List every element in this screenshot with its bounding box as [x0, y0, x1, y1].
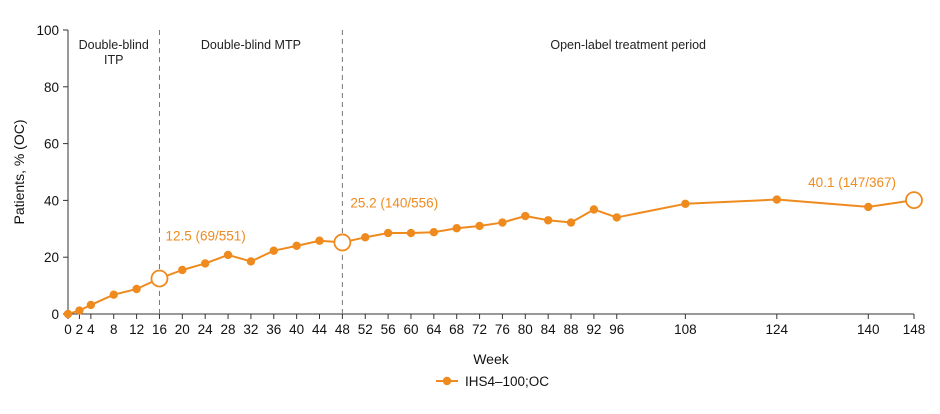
- data-point: [566, 218, 576, 227]
- highlight-point: [150, 269, 169, 288]
- y-tick-label: 20: [44, 250, 59, 265]
- data-point: [86, 300, 96, 310]
- x-tick-label: 108: [674, 322, 697, 337]
- data-point: [498, 218, 507, 227]
- y-tick-label: 100: [36, 23, 59, 38]
- x-tick-label: 40: [289, 322, 304, 337]
- data-point: [543, 216, 553, 225]
- x-tick-label: 72: [472, 322, 487, 337]
- x-tick-label: 96: [609, 322, 624, 337]
- data-label: 40.1 (147/367): [808, 175, 896, 190]
- x-tick-label: 52: [358, 322, 373, 337]
- x-tick-label: 76: [495, 322, 510, 337]
- data-point: [383, 228, 393, 238]
- x-tick-label: 88: [564, 322, 579, 337]
- data-point: [361, 233, 370, 242]
- x-tick-label: 80: [518, 322, 533, 337]
- legend-marker: [442, 376, 452, 386]
- y-axis-title: Patients, % (OC): [11, 119, 27, 224]
- data-point: [864, 202, 873, 212]
- x-tick-label: 16: [152, 322, 167, 337]
- period-label: Double-blind MTP: [201, 38, 301, 52]
- period-label: Open-label treatment period: [550, 38, 706, 52]
- data-point: [200, 259, 210, 268]
- series-line: [67, 198, 915, 315]
- x-tick-label: 64: [426, 322, 442, 337]
- highlight-point: [905, 191, 923, 210]
- data-annotations: 12.5 (69/551) 25.2 (140/556) 40.1 (147/367…: [165, 175, 896, 243]
- data-point: [681, 199, 690, 209]
- x-axis-title: Week: [473, 351, 510, 367]
- data-point: [109, 290, 118, 299]
- data-point: [406, 228, 416, 238]
- x-tick-label: 92: [586, 322, 601, 337]
- data-point: [612, 213, 621, 222]
- highlight-point: [333, 233, 352, 252]
- x-tick-label: 36: [266, 322, 281, 337]
- data-point: [452, 224, 461, 233]
- data-point: [475, 221, 484, 231]
- data-point: [63, 309, 73, 319]
- x-tick-label: 28: [221, 322, 236, 337]
- x-tick-label: 56: [381, 322, 396, 337]
- x-tick-label: 148: [903, 322, 926, 337]
- y-tick-label: 80: [44, 80, 59, 95]
- data-point: [589, 205, 599, 214]
- data-point: [292, 241, 301, 251]
- x-tick-label: 68: [449, 322, 464, 337]
- y-tick-label: 0: [51, 307, 59, 322]
- x-tick-label: 140: [857, 322, 880, 337]
- legend: IHS4–100;OC: [436, 374, 549, 389]
- x-tick-label: 48: [335, 322, 350, 337]
- data-point: [246, 257, 256, 266]
- x-tick-label: 32: [243, 322, 258, 337]
- x-tick-label: 12: [129, 322, 144, 337]
- data-point: [315, 236, 324, 245]
- data-point: [772, 195, 782, 204]
- data-series: [63, 191, 923, 319]
- legend-label: IHS4–100;OC: [465, 374, 549, 389]
- period-label: Double-blind: [79, 38, 149, 52]
- x-tick-label: 8: [110, 322, 118, 337]
- x-tick-label: 2: [76, 322, 84, 337]
- data-point: [429, 228, 439, 237]
- data-point: [223, 250, 233, 260]
- x-tick-label: 124: [766, 322, 789, 337]
- data-point: [521, 211, 530, 221]
- x-tick-label: 20: [175, 322, 190, 337]
- x-tick-label: 44: [312, 322, 328, 337]
- x-tick-label: 84: [541, 322, 557, 337]
- data-label: 25.2 (140/556): [350, 195, 438, 210]
- y-tick-label: 60: [44, 137, 59, 152]
- data-point: [178, 265, 187, 275]
- x-tick-label: 4: [87, 322, 95, 337]
- x-tick-label: 0: [64, 322, 72, 337]
- x-tick-label: 60: [403, 322, 418, 337]
- x-tick-label: 24: [198, 322, 214, 337]
- data-label: 12.5 (69/551): [165, 229, 245, 244]
- data-point: [75, 306, 84, 315]
- data-point: [132, 284, 141, 294]
- period-label: ITP: [104, 53, 123, 67]
- data-point: [269, 246, 278, 255]
- y-tick-label: 40: [44, 193, 59, 208]
